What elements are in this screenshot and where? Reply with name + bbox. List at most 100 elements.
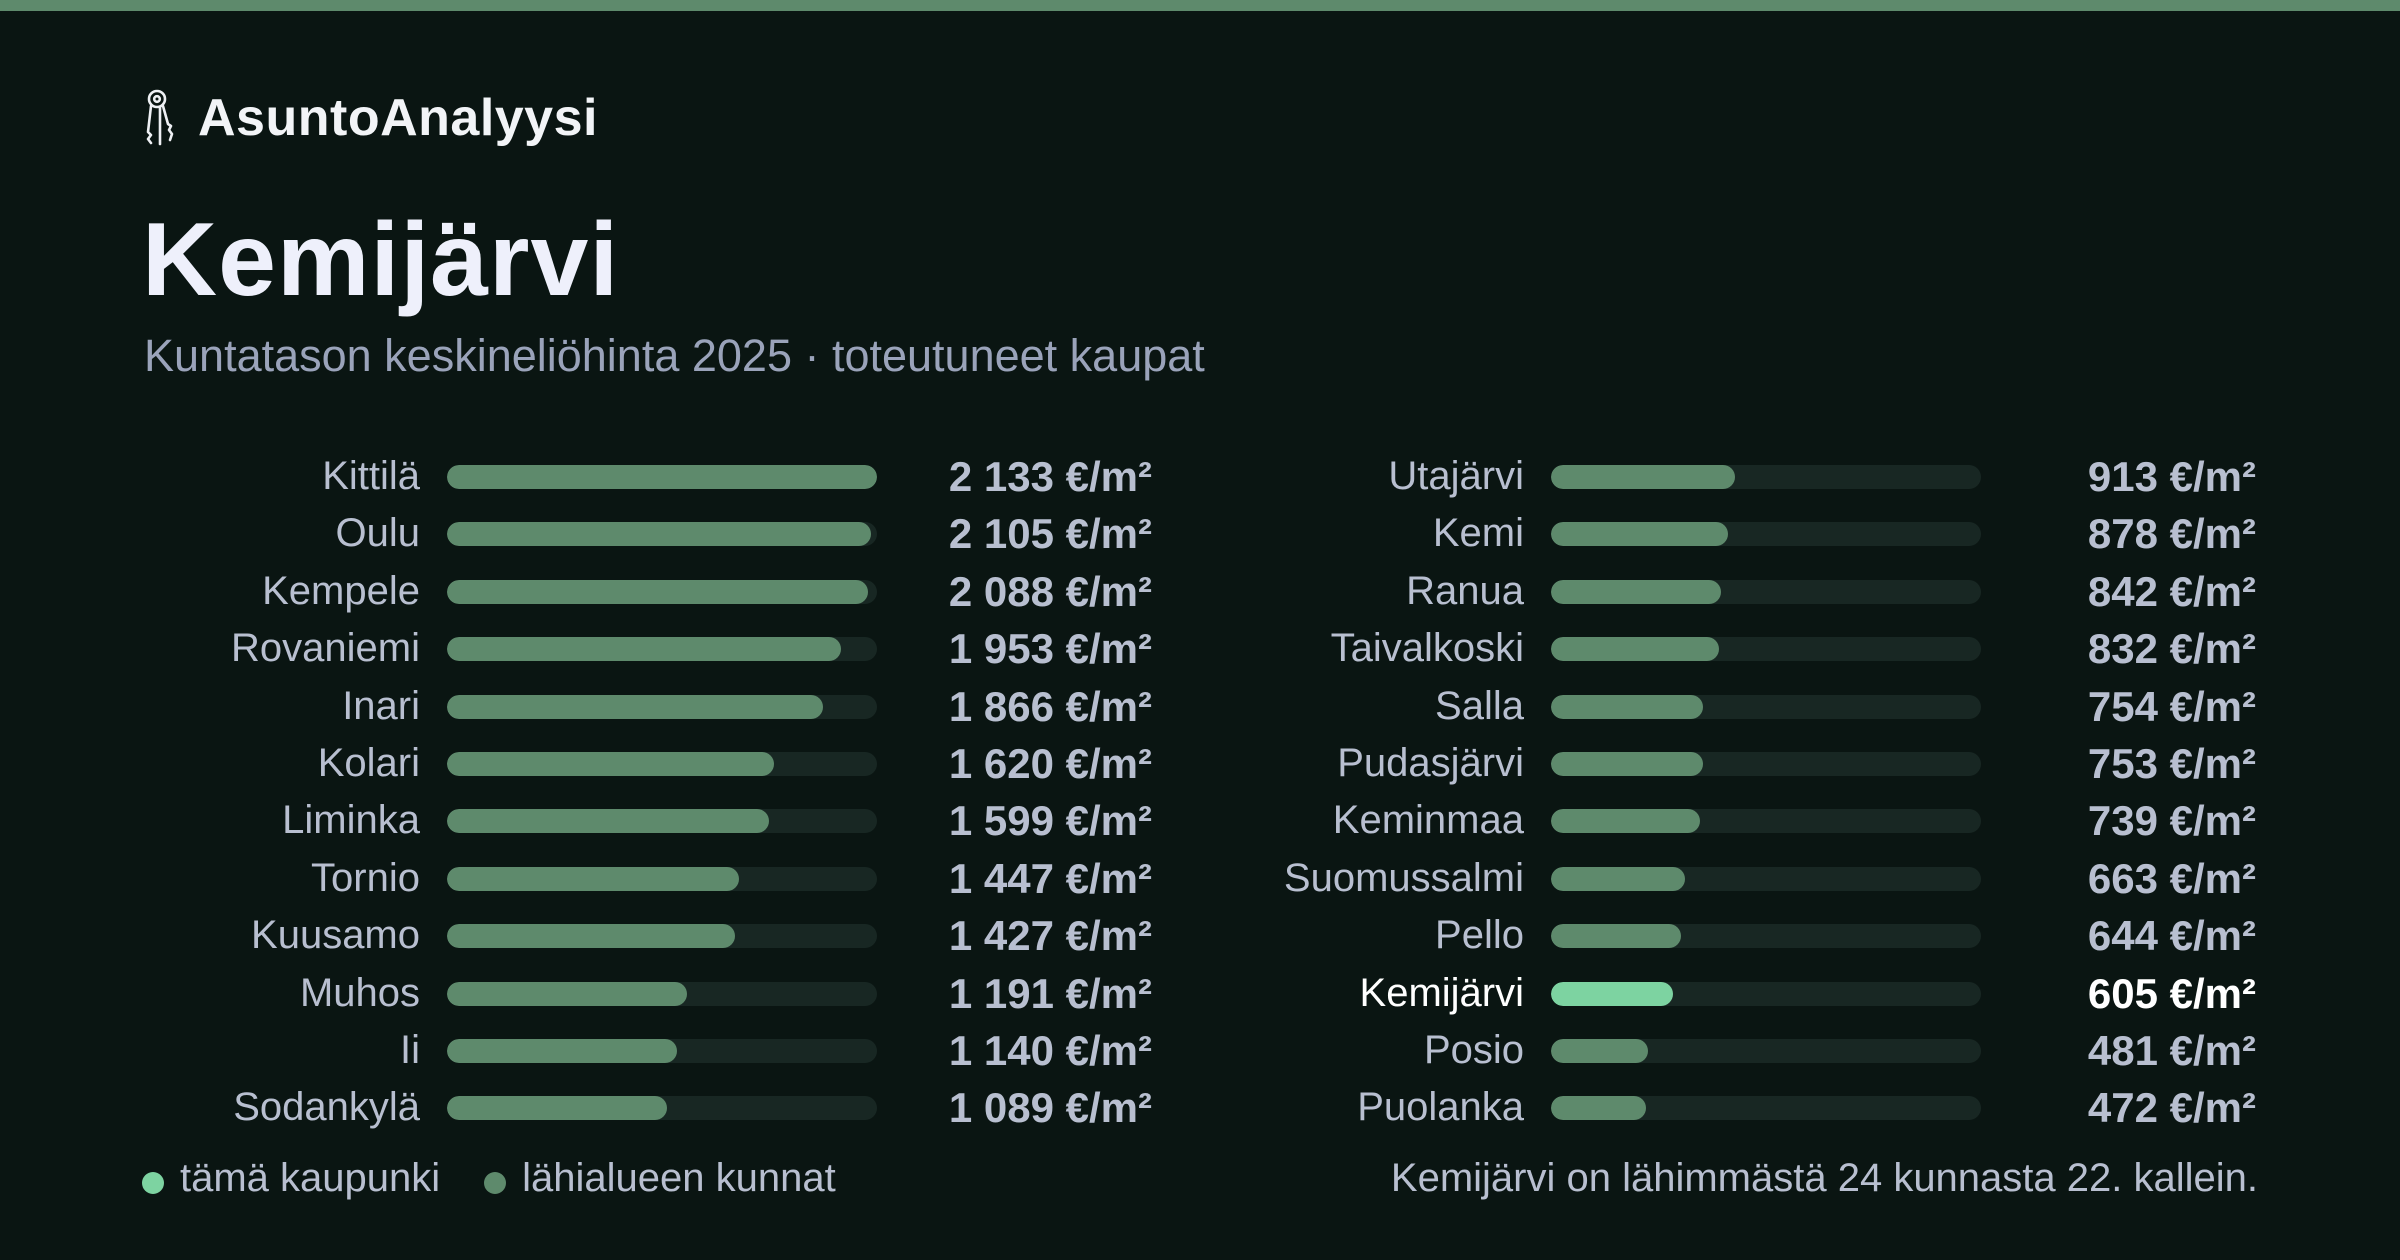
bar-row-utajarvi: Utajärvi 913 €/m² — [1204, 448, 2264, 505]
bar — [1551, 752, 1703, 776]
bar-value-label: 2 088 €/m² — [948, 567, 1152, 615]
bar-track — [447, 1096, 877, 1121]
bar-label: Keminmaa — [1332, 798, 1524, 843]
page-subtitle: Kuntatason keskineliöhinta 2025 · toteut… — [144, 330, 1205, 381]
bar-label: Oulu — [335, 511, 421, 556]
bar-row-rovaniemi: Rovaniemi 1 953 €/m² — [100, 620, 1160, 677]
bar-row-muhos: Muhos 1 191 €/m² — [100, 965, 1160, 1022]
bar-row-kuusamo: Kuusamo 1 427 €/m² — [100, 907, 1160, 964]
bar — [447, 522, 872, 547]
bar — [1551, 924, 1681, 949]
bar-label: Taivalkoski — [1330, 626, 1524, 671]
bar-value-label: 739 €/m² — [2087, 797, 2256, 845]
bar — [1551, 981, 1673, 1006]
bar-row-pudasjarvi: Pudasjärvi 753 €/m² — [1204, 735, 2264, 792]
bar — [1551, 579, 1721, 604]
bar-track — [447, 694, 877, 719]
bar-track — [1551, 981, 1981, 1006]
bar-track — [447, 579, 877, 604]
legend-label-neighbors: lähialueen kunnat — [522, 1155, 836, 1200]
bar-track — [1551, 1039, 1981, 1063]
bar-value-label: 1 191 €/m² — [948, 969, 1152, 1017]
bar-value-label: 842 €/m² — [2087, 567, 2256, 615]
bar-label: Inari — [342, 683, 420, 728]
bar-track — [1551, 579, 1981, 604]
bar-row-suomussalmi: Suomussalmi 663 €/m² — [1204, 850, 2264, 907]
bar-label: Ii — [400, 1028, 420, 1072]
bar-track — [447, 809, 877, 834]
bar — [447, 866, 739, 891]
bar-label: Tornio — [311, 855, 420, 900]
bar-value-label: 644 €/m² — [2087, 912, 2256, 960]
legend-label-this-city: tämä kaupunki — [180, 1155, 441, 1200]
bar-track — [1551, 924, 1981, 949]
bar-track — [1551, 694, 1981, 719]
bar — [1551, 1096, 1647, 1121]
bar-row-liminka: Liminka 1 599 €/m² — [100, 792, 1160, 849]
bar — [1551, 465, 1736, 489]
bar-value-label: 472 €/m² — [2087, 1084, 2256, 1132]
bar — [447, 465, 877, 489]
bar — [447, 924, 735, 949]
bar-row-kittila: Kittilä 2 133 €/m² — [100, 448, 1160, 505]
bar-track — [1551, 752, 1981, 776]
bar-label: Kolari — [317, 741, 420, 785]
bar-label: Rovaniemi — [231, 626, 420, 671]
bar-label: Muhos — [299, 970, 420, 1015]
bar — [447, 579, 868, 604]
bar-value-label: 663 €/m² — [2087, 854, 2256, 902]
bar-value-label: 1 620 €/m² — [948, 740, 1152, 787]
legend-dot-this-city — [142, 1172, 164, 1194]
bar — [447, 809, 770, 834]
bar-row-posio: Posio 481 €/m² — [1204, 1022, 2264, 1079]
bar-row-kempele: Kempele 2 088 €/m² — [100, 563, 1160, 620]
bar — [1551, 866, 1685, 891]
bar-track — [1551, 866, 1981, 891]
bar-label: Salla — [1435, 683, 1524, 728]
bar-row-ii: Ii 1 140 €/m² — [100, 1022, 1160, 1079]
bar — [447, 694, 824, 719]
bar — [1551, 522, 1728, 547]
bar-value-label: 1 599 €/m² — [948, 797, 1152, 845]
keys-icon — [146, 89, 174, 146]
bar-label: Sodankylä — [233, 1085, 420, 1130]
bar-track — [447, 637, 877, 662]
bar-label: Liminka — [282, 798, 420, 843]
bar-track — [1551, 637, 1981, 662]
legend-dot-neighbors — [484, 1172, 507, 1194]
bar-label: Ranua — [1406, 568, 1524, 613]
bar-row-sodankyla: Sodankylä 1 089 €/m² — [100, 1079, 1160, 1136]
bar — [1551, 637, 1719, 662]
top-accent-bar — [0, 0, 2400, 11]
bar-value-label: 2 105 €/m² — [948, 510, 1152, 558]
bar-value-label: 1 427 €/m² — [948, 912, 1152, 960]
bar-value-label: 754 €/m² — [2087, 682, 2256, 730]
bar — [447, 1039, 677, 1063]
bar-label: Utajärvi — [1388, 454, 1524, 498]
bar-label: Kemi — [1432, 511, 1524, 556]
bar-row-oulu: Oulu 2 105 €/m² — [100, 505, 1160, 562]
bar-value-label: 913 €/m² — [2087, 453, 2256, 500]
bar-value-label: 2 133 €/m² — [948, 453, 1152, 500]
bar-track — [447, 866, 877, 891]
bar-label: Kemijärvi — [1359, 970, 1524, 1015]
bar-row-taivalkoski: Taivalkoski 832 €/m² — [1204, 620, 2264, 677]
bar-track — [447, 981, 877, 1006]
bar-value-label: 753 €/m² — [2087, 740, 2256, 787]
bar-row-pello: Pello 644 €/m² — [1204, 907, 2264, 964]
bar-value-label: 1 953 €/m² — [948, 625, 1152, 673]
bar-row-keminmaa: Keminmaa 739 €/m² — [1204, 792, 2264, 849]
bar-row-kemijarvi: Kemijärvi 605 €/m² — [1204, 965, 2264, 1022]
bar-track — [447, 1039, 877, 1063]
bar-label: Kempele — [262, 568, 420, 613]
bar-label: Kittilä — [322, 454, 420, 498]
bar-label: Pello — [1435, 913, 1524, 958]
bar-row-ranua: Ranua 842 €/m² — [1204, 563, 2264, 620]
ranking-note: Kemijärvi on lähimmästä 24 kunnasta 22. … — [1390, 1156, 2258, 1200]
brand-name: AsuntoAnalyysi — [198, 89, 598, 147]
bar — [447, 981, 688, 1006]
bar-track — [447, 924, 877, 949]
bar — [447, 1096, 667, 1121]
bar-row-inari: Inari 1 866 €/m² — [100, 678, 1160, 735]
bar-value-label: 832 €/m² — [2087, 625, 2256, 673]
